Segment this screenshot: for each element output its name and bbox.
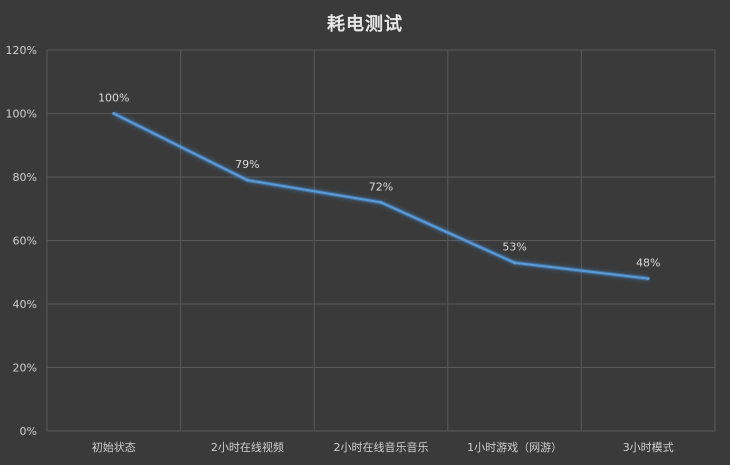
data-label: 79%: [235, 158, 259, 171]
data-point: [646, 277, 650, 281]
y-tick-label: 100%: [6, 108, 37, 121]
data-label: 72%: [369, 180, 393, 193]
data-point: [513, 261, 517, 265]
y-tick-label: 80%: [13, 171, 37, 184]
y-tick-label: 60%: [13, 235, 37, 248]
x-tick-label: 1小时游戏（网游）: [467, 441, 562, 454]
x-tick-label: 3小时模式: [623, 441, 674, 454]
data-label: 100%: [98, 92, 129, 105]
series-line: [113, 112, 649, 280]
y-tick-label: 120%: [6, 44, 37, 57]
x-tick-label: 2小时在线音乐音乐: [334, 440, 429, 454]
data-label: 53%: [502, 241, 526, 254]
data-point: [245, 178, 249, 182]
y-tick-label: 40%: [13, 298, 37, 311]
series-line-glow: [112, 111, 649, 281]
y-tick-label: 20%: [13, 362, 37, 375]
data-point: [379, 200, 383, 204]
data-point: [112, 112, 116, 115]
y-tick-label: 0%: [20, 425, 37, 438]
data-label: 48%: [636, 257, 660, 270]
x-tick-label: 2小时在线视频: [211, 440, 284, 454]
chart-title: 耗电测试: [327, 14, 403, 35]
x-tick-label: 初始状态: [92, 440, 136, 454]
